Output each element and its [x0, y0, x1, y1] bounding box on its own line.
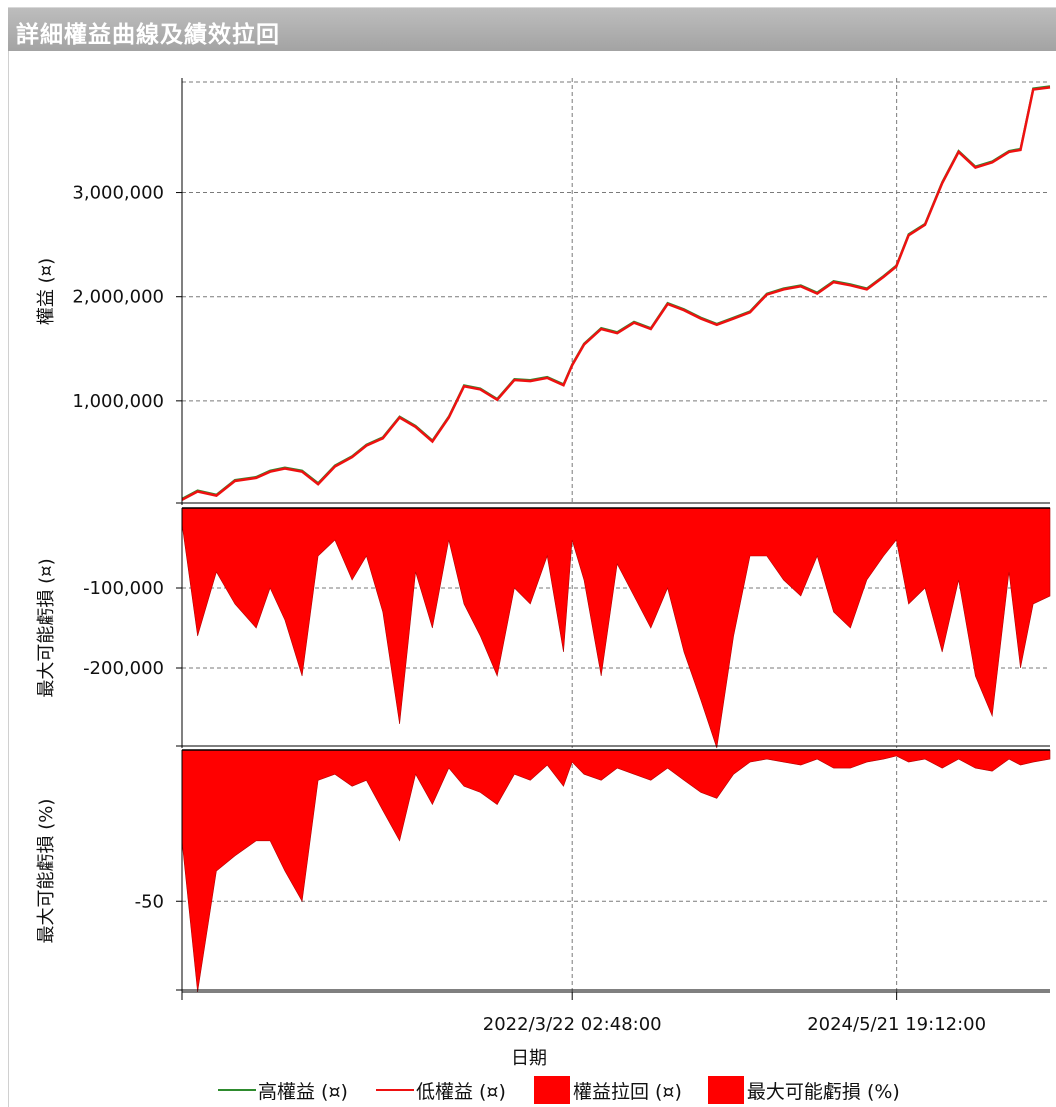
legend-swatch-max-loss-pct [707, 1076, 744, 1104]
legend-item-max-loss-pct: 最大可能虧損 (%) [707, 1076, 900, 1104]
x-axis-title: 日期 [511, 1048, 547, 1069]
y-axis-title: 最大可能虧損 (¤) [36, 558, 57, 697]
legend-item-low-equity: 低權益 (¤) [375, 1077, 506, 1104]
legend-swatch-equity-drawdown [533, 1076, 570, 1104]
legend-label-max-loss-pct: 最大可能虧損 (%) [746, 1080, 900, 1103]
y-axis-title: 最大可能虧損 (%) [36, 799, 57, 944]
y-tick-label: -100,000 [83, 578, 164, 599]
y-tick-label: 1,000,000 [72, 391, 164, 412]
y-axis-title: 權益 (¤) [36, 258, 57, 325]
legend-label-low-equity: 低權益 (¤) [415, 1080, 506, 1103]
x-tick-label: 2022/3/22 02:48:00 [483, 1014, 662, 1035]
window-title: 詳細權益曲線及績效拉回 [16, 22, 280, 48]
legend-label-high-equity: 高權益 (¤) [258, 1080, 348, 1103]
chart-legend: 高權益 (¤) 低權益 (¤) 權益拉回 (¤) 最大可能虧損 (%) [218, 1075, 926, 1105]
series-equity-drawdown-area [181, 507, 1051, 749]
series-max-loss-pct-area [181, 749, 1051, 993]
x-tick-label: 2024/5/21 19:12:00 [807, 1014, 986, 1035]
series-high-equity-line [181, 85, 1051, 500]
legend-swatch-high-equity [218, 1089, 256, 1091]
y-tick-label: -200,000 [83, 658, 164, 679]
legend-item-high-equity: 高權益 (¤) [218, 1077, 348, 1104]
y-tick-label: 3,000,000 [72, 183, 164, 204]
panel-border [8, 51, 9, 1107]
series-low-equity-line [181, 86, 1051, 501]
legend-label-equity-drawdown: 權益拉回 (¤) [572, 1080, 682, 1103]
legend-item-equity-drawdown: 權益拉回 (¤) [533, 1076, 682, 1104]
y-tick-label: -50 [135, 891, 164, 912]
legend-swatch-low-equity [375, 1089, 414, 1091]
window-title-bar: 詳細權益曲線及績效拉回 [8, 7, 1056, 51]
y-tick-label: 2,000,000 [72, 287, 164, 308]
